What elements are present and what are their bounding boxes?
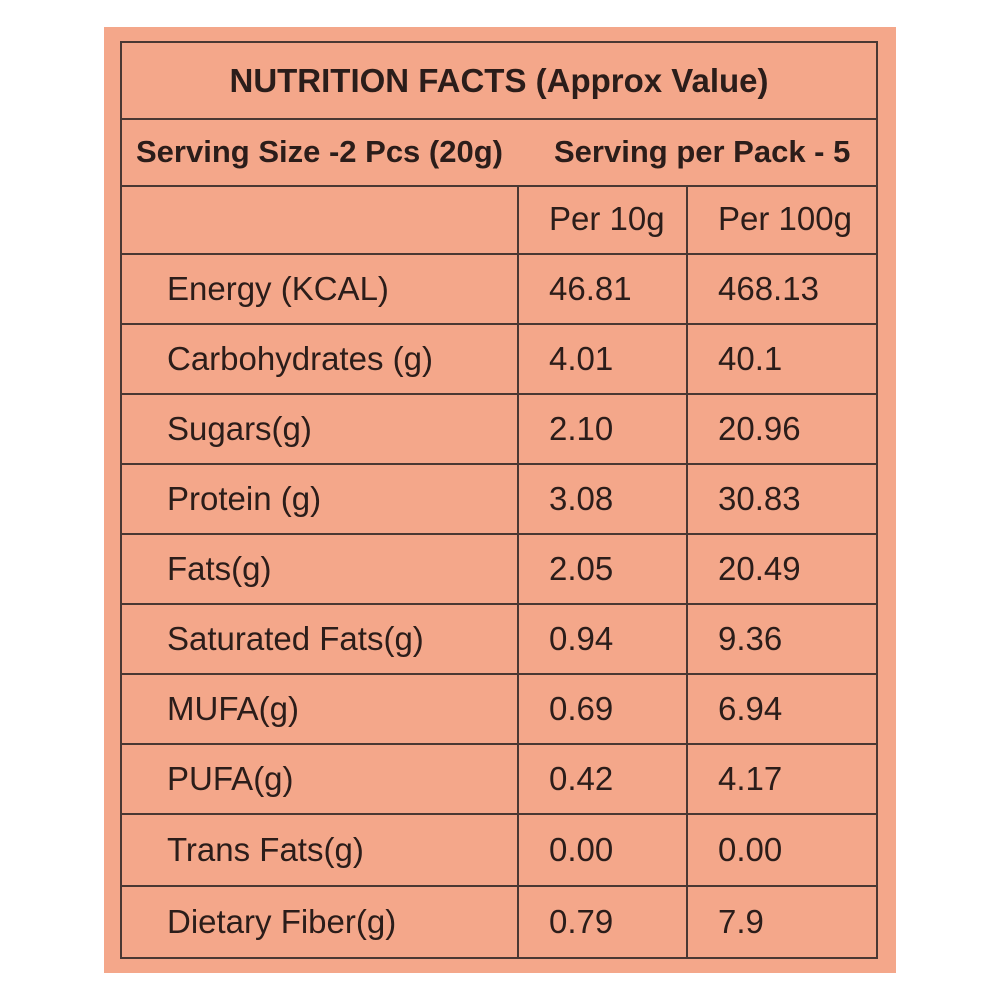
serving-info-row: Serving Size -2 Pcs (20g) Serving per Pa…: [122, 118, 876, 187]
value-per-10g: 3.08: [549, 480, 614, 517]
nutrient-label: PUFA(g): [167, 760, 294, 797]
table-row: PUFA(g) 0.42 4.17: [122, 745, 876, 815]
nutrient-label: Sugars(g): [167, 410, 312, 447]
nutrient-grid: Per 10g Per 100g Energy (KCAL) 46.81 468…: [122, 185, 876, 957]
serving-per-pack: Serving per Pack - 5: [554, 134, 851, 169]
table-row: Fats(g) 2.05 20.49: [122, 535, 876, 605]
serving-size: Serving Size -2 Pcs (20g): [136, 134, 503, 169]
value-per-100g: 20.96: [718, 410, 801, 447]
table-row: Dietary Fiber(g) 0.79 7.9: [122, 887, 876, 957]
value-per-100g: 30.83: [718, 480, 801, 517]
value-per-100g: 9.36: [718, 620, 783, 657]
value-per-100g: 40.1: [718, 340, 783, 377]
value-per-100g: 468.13: [718, 270, 819, 307]
table-row: MUFA(g) 0.69 6.94: [122, 675, 876, 745]
value-per-10g: 0.42: [549, 760, 614, 797]
value-per-100g: 6.94: [718, 690, 783, 727]
nutrient-label: Protein (g): [167, 480, 322, 517]
nutrient-label: Trans Fats(g): [167, 831, 364, 868]
value-per-10g: 46.81: [549, 270, 632, 307]
value-per-100g: 7.9: [718, 903, 764, 940]
column-header-per-10g: Per 10g: [549, 200, 665, 237]
column-divider-2: [686, 185, 688, 957]
nutrient-label: MUFA(g): [167, 690, 299, 727]
table-row: Trans Fats(g) 0.00 0.00: [122, 815, 876, 887]
value-per-100g: 4.17: [718, 760, 783, 797]
value-per-10g: 0.00: [549, 831, 614, 868]
value-per-10g: 0.69: [549, 690, 614, 727]
value-per-100g: 0.00: [718, 831, 783, 868]
value-per-10g: 2.05: [549, 550, 614, 587]
table-title: NUTRITION FACTS (Approx Value): [122, 43, 876, 120]
table-row: Protein (g) 3.08 30.83: [122, 465, 876, 535]
nutrient-label: Dietary Fiber(g): [167, 903, 397, 940]
value-per-10g: 4.01: [549, 340, 614, 377]
nutrition-panel-background: [104, 27, 896, 973]
value-per-10g: 0.79: [549, 903, 614, 940]
column-header-row: Per 10g Per 100g: [122, 185, 876, 255]
table-row: Saturated Fats(g) 0.94 9.36: [122, 605, 876, 675]
nutrient-label: Saturated Fats(g): [167, 620, 424, 657]
column-divider-1: [517, 185, 519, 957]
nutrient-label: Energy (KCAL): [167, 270, 389, 307]
nutrient-label: Carbohydrates (g): [167, 340, 433, 377]
value-per-10g: 2.10: [549, 410, 614, 447]
column-header-per-100g: Per 100g: [718, 200, 852, 237]
value-per-100g: 20.49: [718, 550, 801, 587]
table-row: Energy (KCAL) 46.81 468.13: [122, 255, 876, 325]
table-row: Carbohydrates (g) 4.01 40.1: [122, 325, 876, 395]
nutrient-label: Fats(g): [167, 550, 272, 587]
table-row: Sugars(g) 2.10 20.96: [122, 395, 876, 465]
value-per-10g: 0.94: [549, 620, 614, 657]
nutrition-facts-table: NUTRITION FACTS (Approx Value) Serving S…: [120, 41, 878, 959]
